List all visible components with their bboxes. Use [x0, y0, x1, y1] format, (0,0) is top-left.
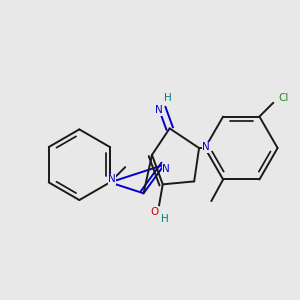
Text: N: N — [202, 142, 210, 152]
Text: N: N — [155, 105, 163, 115]
Text: H: H — [161, 214, 169, 224]
Text: N: N — [108, 174, 116, 184]
Text: Cl: Cl — [278, 93, 288, 103]
Text: N: N — [162, 164, 170, 174]
Text: H: H — [164, 93, 172, 103]
Text: O: O — [150, 206, 158, 217]
